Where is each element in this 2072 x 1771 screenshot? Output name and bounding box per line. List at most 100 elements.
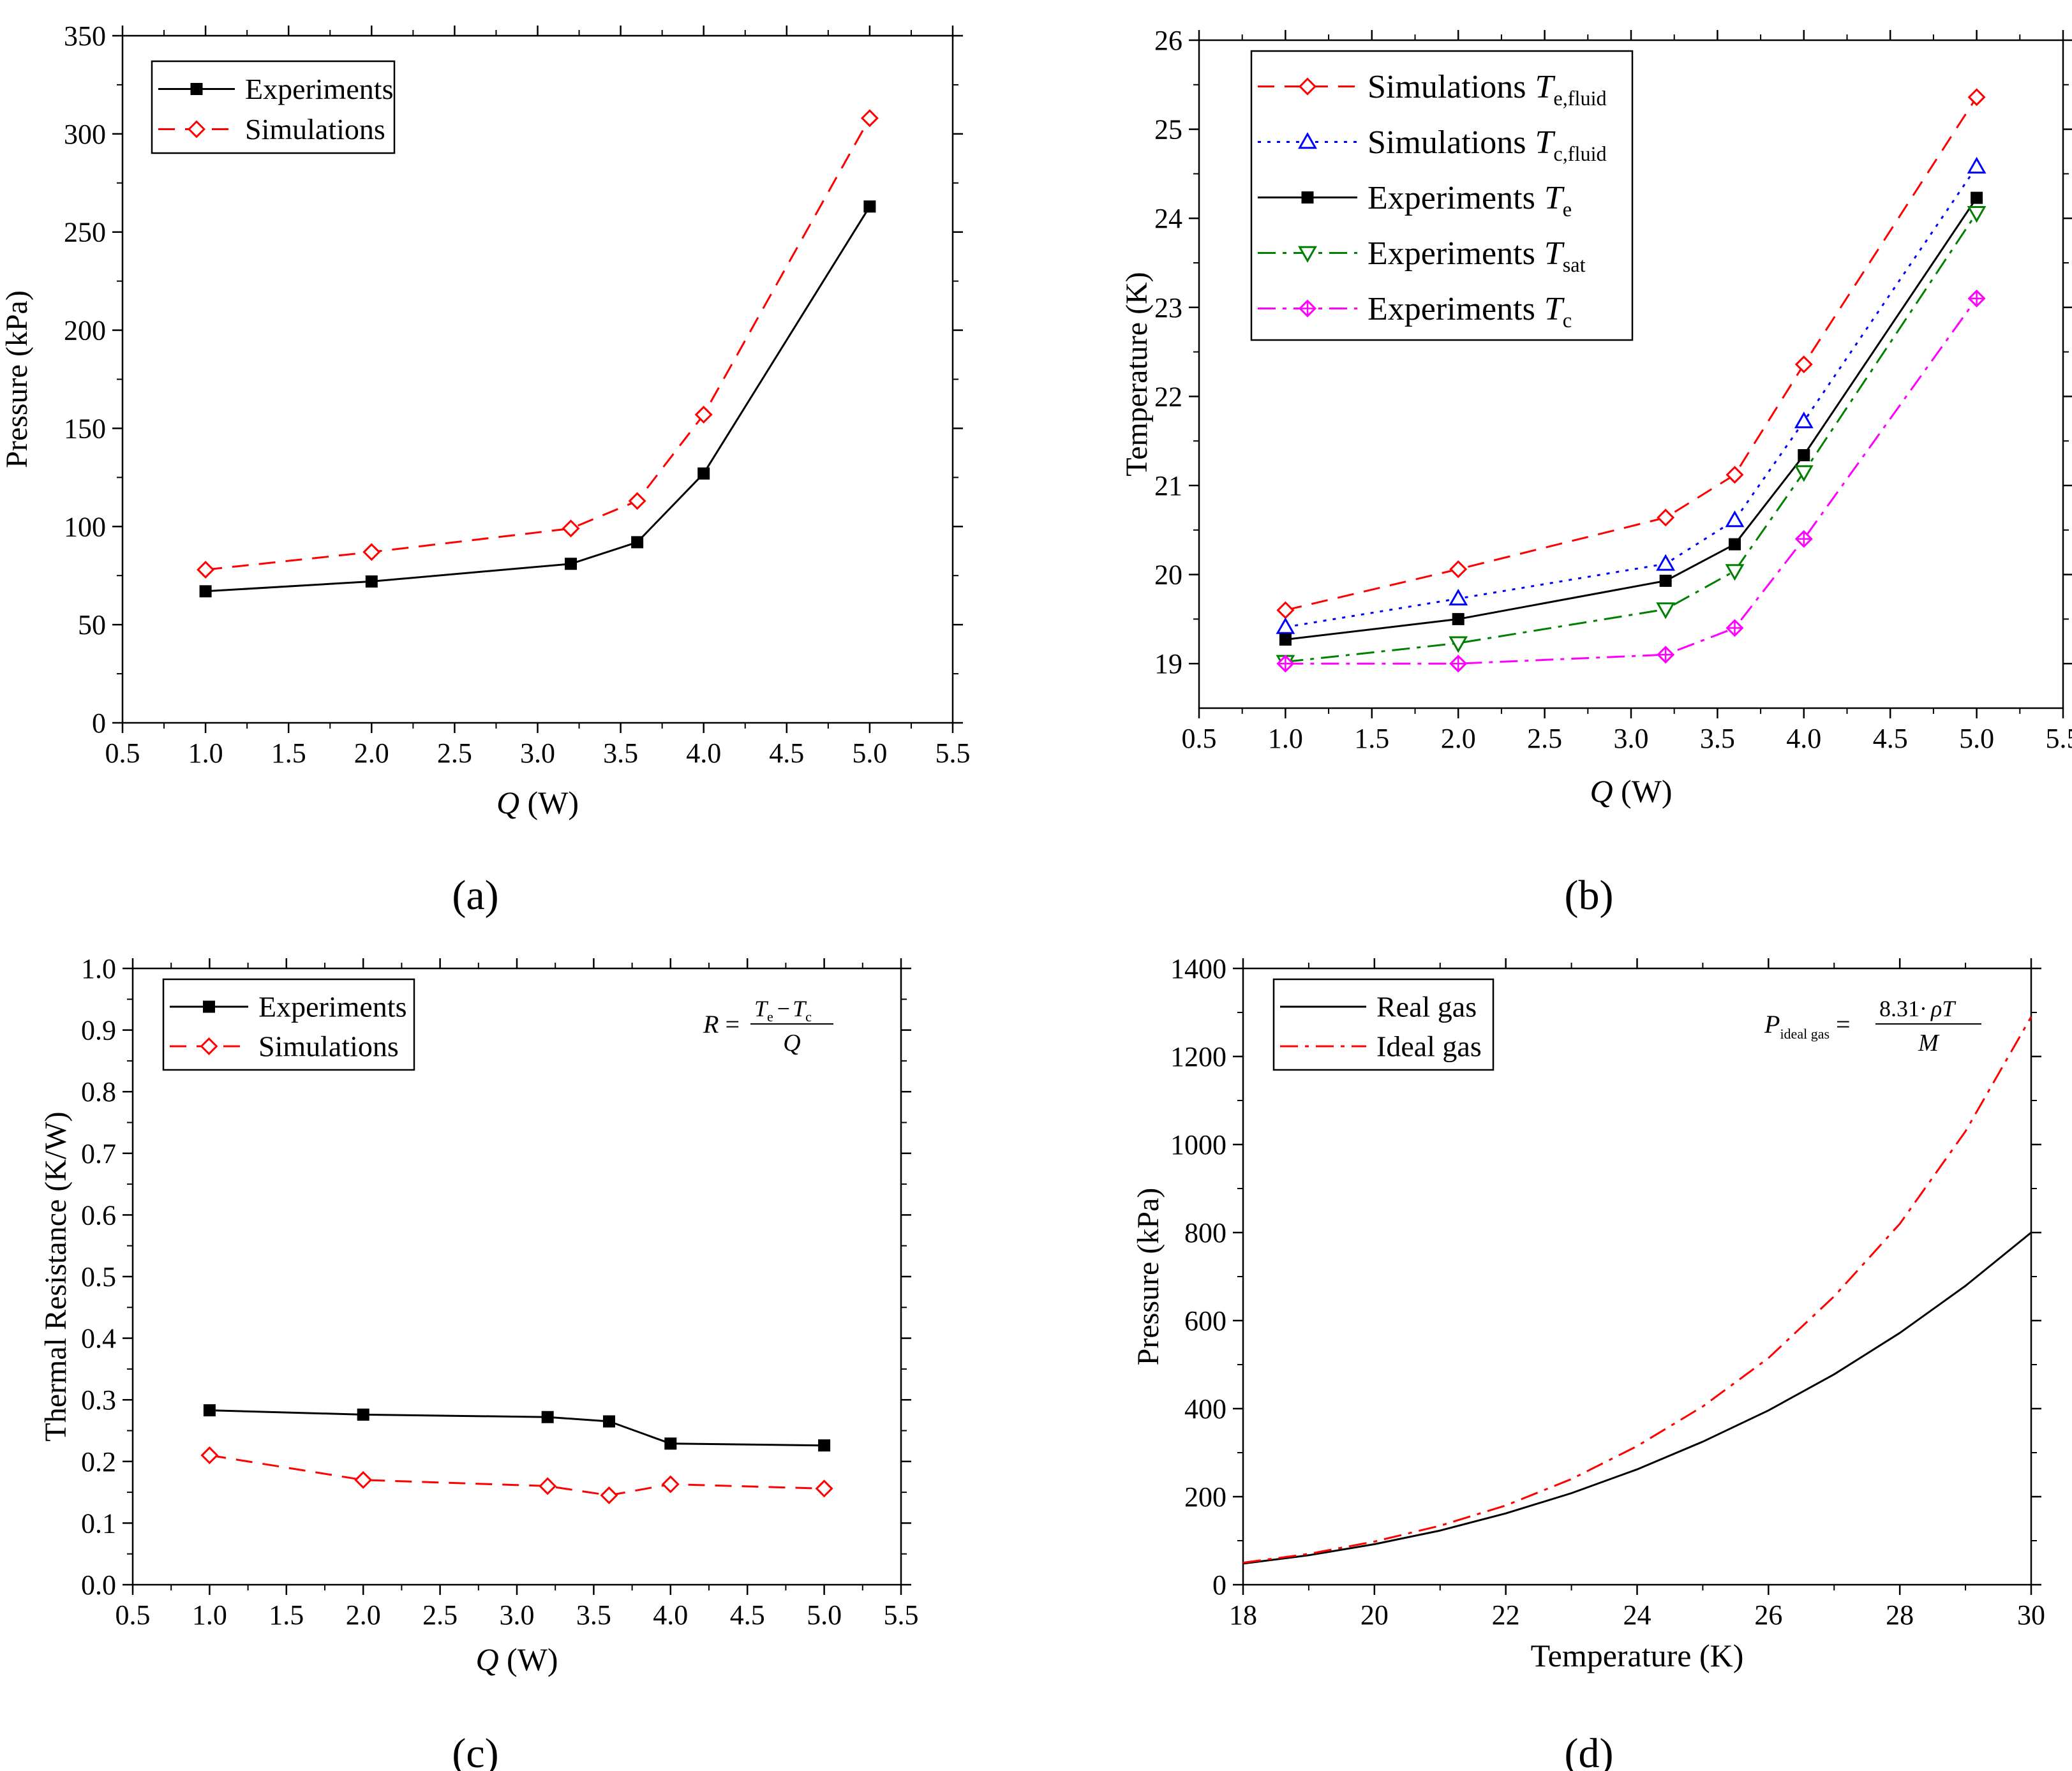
x-axis-title: Q (W) <box>1590 773 1672 809</box>
y-tick-label: 100 <box>64 511 106 542</box>
y-tick-label: 0.3 <box>81 1384 116 1416</box>
equation-annotation: Pideal gas = 8.31· ρT M <box>1764 996 1981 1056</box>
y-tick-label: 0 <box>1212 1569 1226 1601</box>
equation-lhs: Pideal gas = <box>1764 1010 1851 1042</box>
marker-square <box>1728 538 1741 551</box>
eq-number: 8.31· <box>1879 996 1927 1021</box>
marker-square <box>818 1439 831 1452</box>
y-tick-label: 350 <box>64 20 106 52</box>
x-tick-label: 3.5 <box>576 1599 611 1631</box>
x-tick-label: 1.5 <box>1354 723 1389 754</box>
y-tick-label: 0.2 <box>81 1446 116 1478</box>
legend-box <box>1272 978 1494 1071</box>
x-axis-title: Q (W) <box>475 1641 558 1677</box>
series-1 <box>1276 156 1986 634</box>
x-tick-label: 4.5 <box>1873 723 1908 754</box>
marker-diamond <box>661 1475 680 1493</box>
equation-denominator: Q <box>783 1030 800 1056</box>
panel-d: 18 20 22 24 26 28 30 0 200 400 600 800 1000 1200 1400 T… <box>1131 953 2045 1771</box>
x-axis-unit: (W) <box>1613 773 1673 809</box>
marker-triangle-up <box>1725 510 1745 528</box>
y-tick-label: 23 <box>1154 292 1182 323</box>
x-tick-label: 4.5 <box>769 737 804 769</box>
y-tick-label: 0.0 <box>81 1569 116 1601</box>
legend-subscript: c,fluid <box>1553 142 1606 165</box>
x-tick-label: 5.0 <box>852 737 887 769</box>
x-tick-label: 3.5 <box>603 737 638 769</box>
eq-symbol: R <box>703 1010 719 1039</box>
subfigure-label-text: (b) <box>1565 872 1614 919</box>
marker-diamond <box>362 543 381 561</box>
y-tick-label: 0.7 <box>81 1138 116 1169</box>
marker-square <box>541 1411 554 1423</box>
x-tick-label: 2.0 <box>346 1599 381 1631</box>
marker-square <box>602 1415 615 1428</box>
legend-symbol: T <box>1535 124 1555 161</box>
y-tick-label: 200 <box>64 315 106 346</box>
eq-symbol: P <box>1764 1010 1780 1039</box>
marker-diamond <box>1657 508 1675 527</box>
equation-lhs: R = <box>703 1010 740 1039</box>
legend-name: Real gas <box>1376 991 1477 1023</box>
y-tick-label: 600 <box>1184 1305 1226 1337</box>
marker-triangle-down <box>1298 246 1317 263</box>
x-tick-label: 2.5 <box>437 737 472 769</box>
y-tick-label: 1400 <box>1170 953 1226 984</box>
panel-b: 0.5 1.0 1.5 2.0 2.5 3.0 3.5 4.0 4.5 5.0 5.5 19 20 21 2… <box>1120 25 2072 919</box>
panel-c: 0.5 1.0 1.5 2.0 2.5 3.0 3.5 4.0 4.5 5.0 5.5 0.0 0.1 0… <box>39 953 919 1771</box>
subfigure-label-text: (c) <box>452 1730 498 1771</box>
legend-entry: Simulations Te,fluid <box>1368 69 1607 110</box>
legend-name: Simulations <box>1368 69 1526 105</box>
y-tick-label: 0.5 <box>81 1261 116 1293</box>
legend: Experiments Simulations <box>151 60 396 154</box>
x-tick-label: 1.5 <box>271 737 306 769</box>
series-4 <box>1276 289 1986 673</box>
legend-symbol: T <box>1544 291 1565 327</box>
eq-subscript: c <box>805 1009 812 1025</box>
eq-symbol: T <box>793 996 807 1021</box>
marker-square <box>1659 574 1672 587</box>
eq-symbol: M <box>1918 1030 1940 1056</box>
marker-triangle-down <box>1449 636 1468 653</box>
x-tick-label: 2.0 <box>1441 723 1476 754</box>
x-axis-title: Q (W) <box>496 785 579 820</box>
marker-square <box>664 1437 677 1450</box>
x-tick-label: 18 <box>1229 1599 1257 1631</box>
equation-denominator: M <box>1918 1030 1940 1056</box>
marker-square <box>1301 191 1314 204</box>
x-tick-label: 4.0 <box>1786 723 1821 754</box>
x-tick-label: 0.5 <box>1182 723 1217 754</box>
legend-entry: Experiments Tsat <box>1368 235 1586 276</box>
subfigure-label: (a) <box>452 872 498 919</box>
marker-diamond <box>860 109 879 128</box>
marker-square <box>203 1404 216 1417</box>
y-tick-label: 0.4 <box>81 1323 116 1354</box>
legend-name: Experiments <box>1368 235 1535 272</box>
series-1 <box>200 1446 833 1504</box>
marker-triangle-up <box>1298 132 1317 149</box>
legend-name: Ideal gas <box>1376 1030 1482 1063</box>
marker-diamond <box>628 492 646 510</box>
x-tick-label: 26 <box>1754 1599 1782 1631</box>
subfigure-label-text: (a) <box>452 872 498 919</box>
eq-symbol: ρT <box>1930 996 1956 1021</box>
marker-triangle-down <box>1967 206 1986 223</box>
legend-entry: Experiments <box>245 73 394 105</box>
legend-name: Experiments <box>1368 180 1535 216</box>
x-tick-label: 5.5 <box>935 737 971 769</box>
marker-diamond <box>815 1479 833 1498</box>
x-tick-label: 5.0 <box>1959 723 1994 754</box>
y-tick-label: 800 <box>1184 1217 1226 1249</box>
x-tick-label: 1.0 <box>192 1599 227 1631</box>
marker-diamond <box>200 1037 218 1055</box>
marker-triangle-down <box>1794 465 1814 482</box>
legend-name: Simulations <box>245 113 385 145</box>
y-tick-label: 1200 <box>1170 1041 1226 1072</box>
legend-box <box>162 978 415 1071</box>
eq-subscript: ideal gas <box>1780 1026 1830 1042</box>
marker-triangle-down <box>1656 602 1676 619</box>
x-tick-label: 1.0 <box>188 737 223 769</box>
marker-triangle-up <box>1794 411 1814 429</box>
legend-symbol: T <box>1544 180 1565 216</box>
